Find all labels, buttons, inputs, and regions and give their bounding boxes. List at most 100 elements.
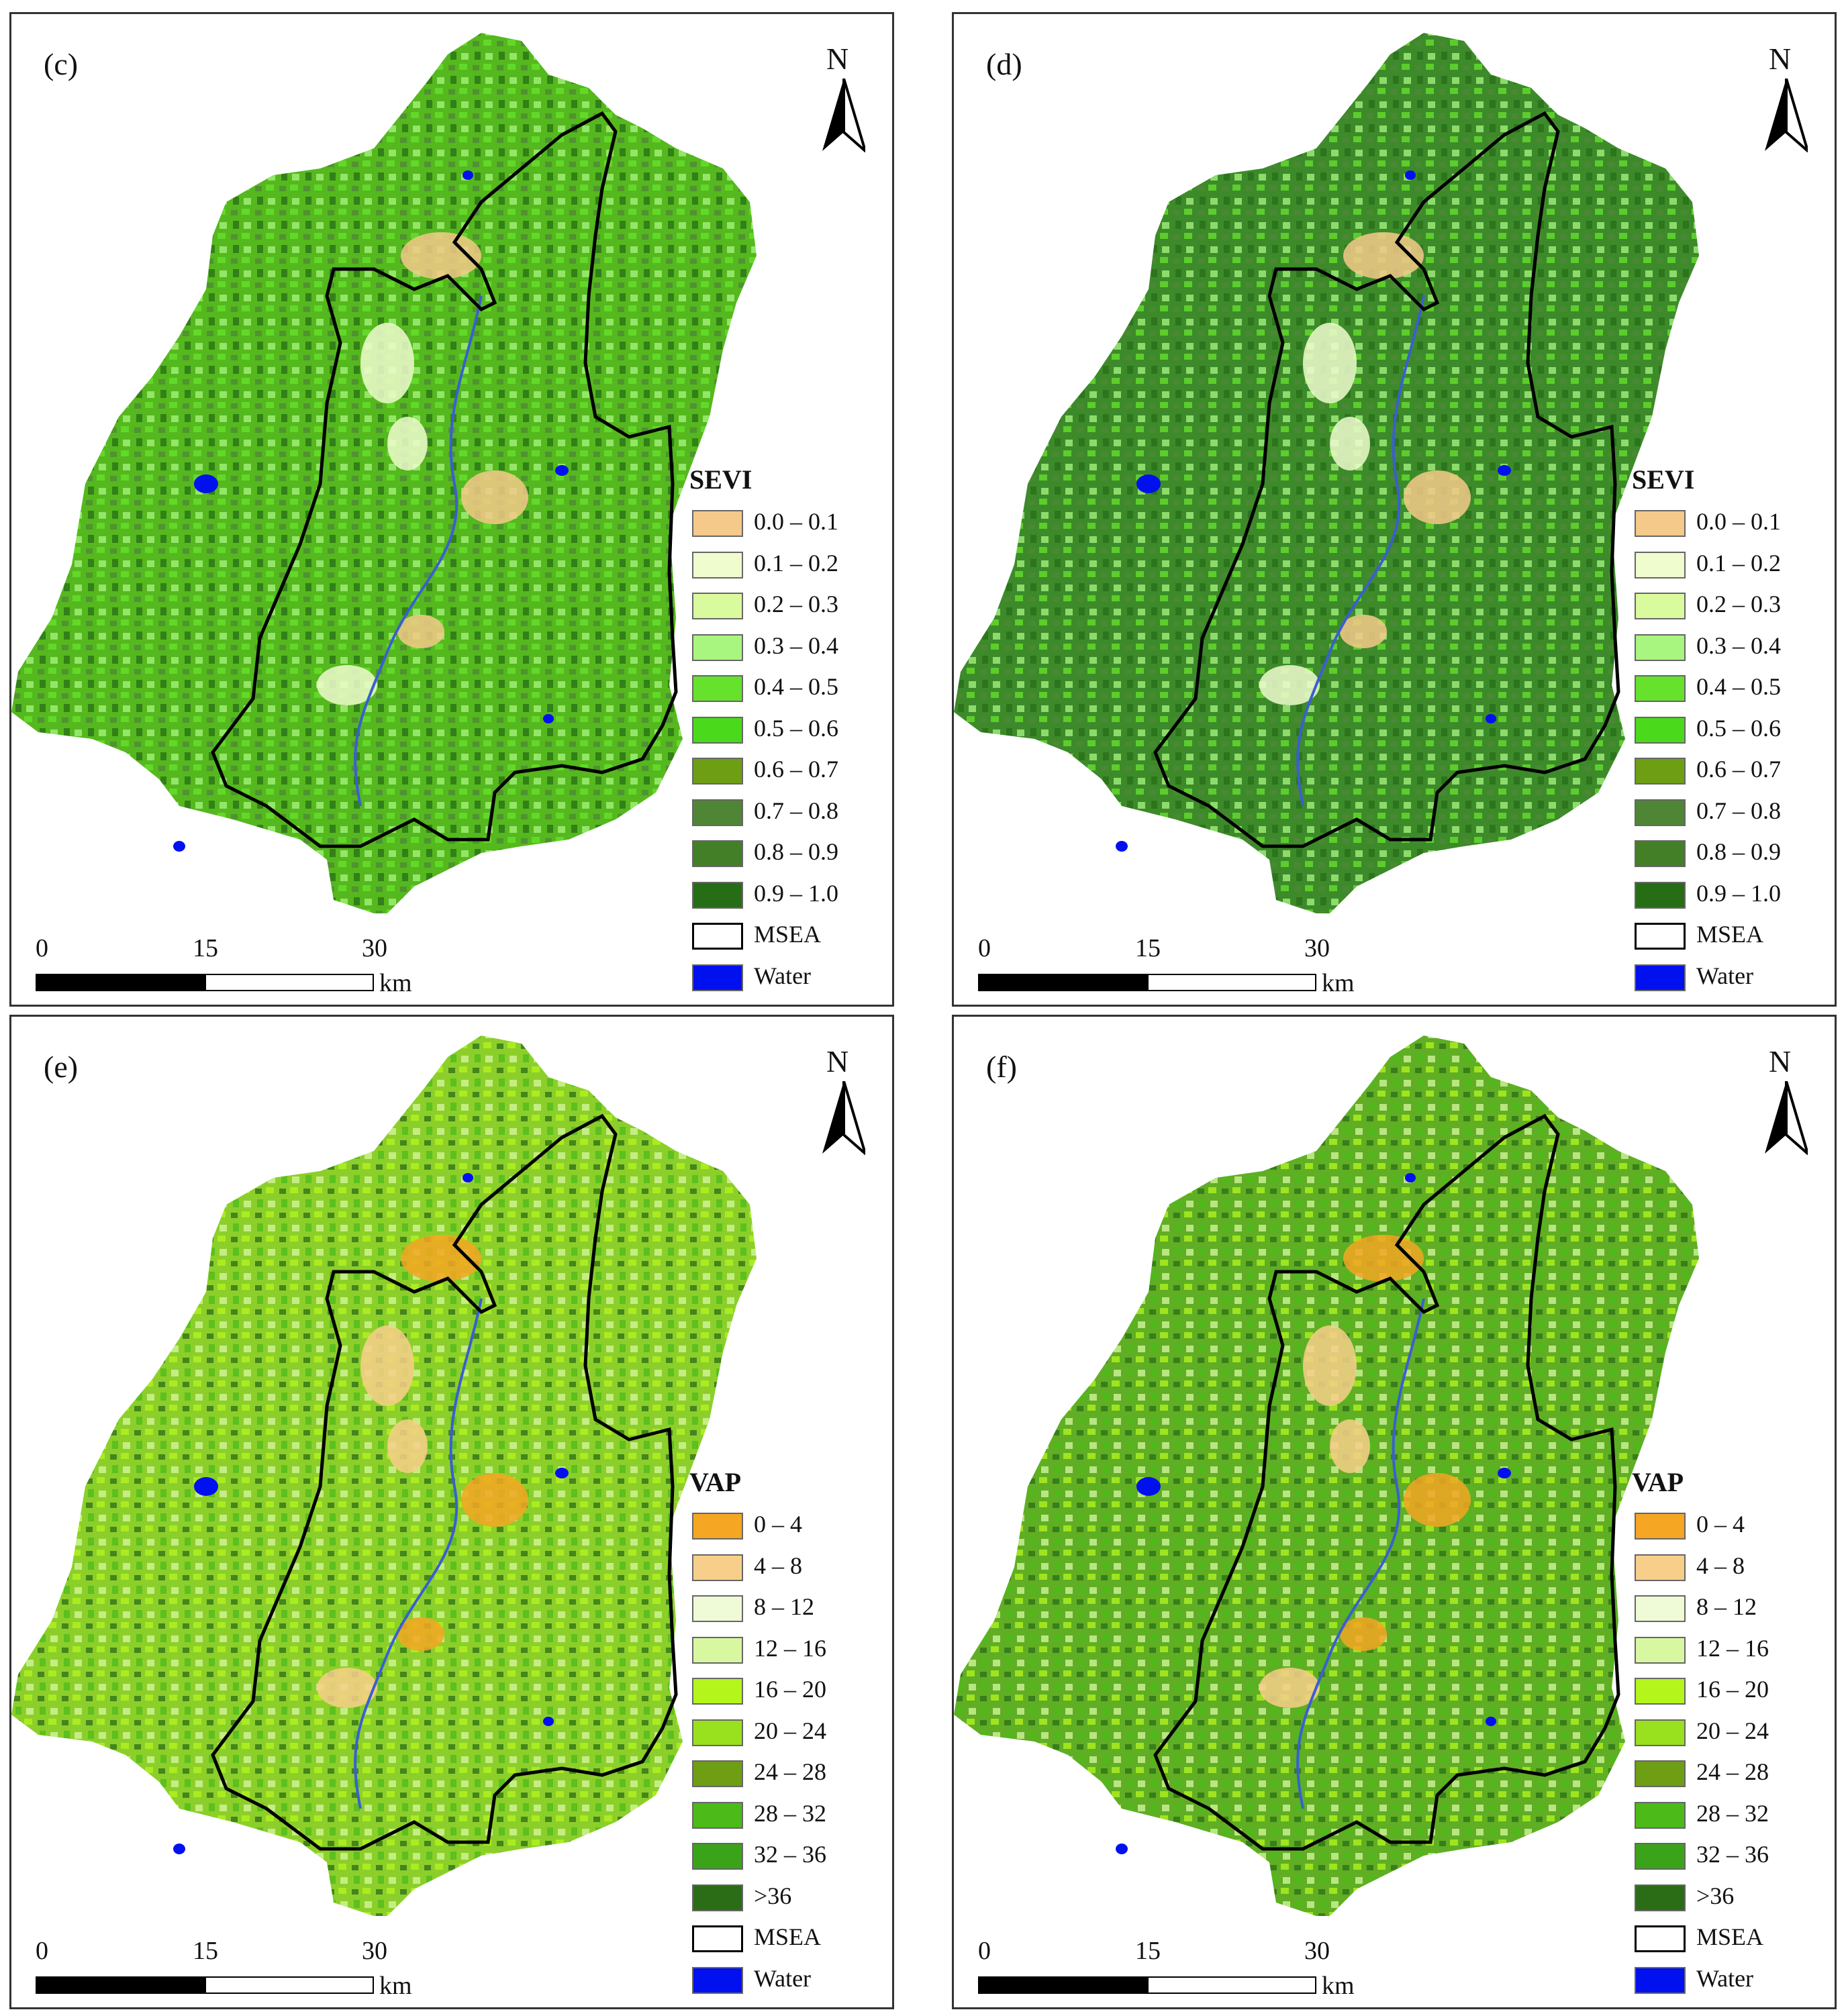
- map-panel-d: (d) N SEVI 0.0 – 0.1 0.1 – 0.2 0.2 – 0.3 0.3 –…: [952, 12, 1837, 1007]
- north-label: N: [826, 1044, 849, 1078]
- low-value-patch: [1303, 1325, 1357, 1406]
- scale-tick-label: 0: [978, 934, 991, 962]
- legend-item: 32 – 36: [1632, 1837, 1833, 1879]
- legend-swatch: [692, 1760, 743, 1787]
- legend-item: 0.8 – 0.9: [1632, 835, 1833, 876]
- legend-label: MSEA: [1696, 921, 1764, 948]
- low-value-patch: [1404, 1473, 1471, 1527]
- legend-swatch: [692, 1801, 743, 1829]
- legend: VAP 0 – 4 4 – 8 8 – 12 12 – 16 16 – 20 20 – 24…: [689, 1466, 891, 2003]
- scale-segment-black: [36, 974, 205, 991]
- legend-swatch: [692, 1513, 743, 1540]
- legend: SEVI 0.0 – 0.1 0.1 – 0.2 0.2 – 0.3 0.3 – 0.4…: [689, 464, 891, 1000]
- legend-swatch: [1635, 593, 1686, 619]
- water-body: [1486, 1717, 1496, 1726]
- scale-tick-label: 30: [1304, 1937, 1330, 1965]
- low-value-patch: [461, 1473, 528, 1527]
- legend-label: Water: [1696, 962, 1754, 989]
- legend-swatch: [692, 799, 743, 826]
- legend-label: 4 – 8: [754, 1552, 802, 1579]
- low-value-patch: [317, 665, 377, 705]
- legend-swatch: [692, 840, 743, 867]
- legend-swatch: [1635, 1925, 1686, 1952]
- legend-swatch: [1635, 1636, 1686, 1664]
- legend-label: 16 – 20: [1696, 1676, 1769, 1703]
- legend-item: MSEA: [1632, 917, 1833, 959]
- low-value-patch: [1330, 1419, 1370, 1473]
- scale-segment-white: [1147, 974, 1316, 991]
- water-body: [543, 1717, 554, 1726]
- legend-item: >36: [1632, 1879, 1833, 1921]
- low-value-patch: [401, 232, 481, 279]
- legend-item: 24 – 28: [1632, 1755, 1833, 1797]
- legend-label: 0.0 – 0.1: [1696, 508, 1781, 535]
- legend: SEVI 0.0 – 0.1 0.1 – 0.2 0.2 – 0.3 0.3 – 0.4…: [1632, 464, 1833, 1000]
- legend-item: 4 – 8: [689, 1549, 891, 1591]
- legend-label: 0.1 – 0.2: [754, 549, 838, 576]
- legend-label: 0.6 – 0.7: [754, 756, 838, 783]
- legend-label: 32 – 36: [754, 1841, 826, 1868]
- legend-item: 0.3 – 0.4: [689, 629, 891, 670]
- legend-swatch: [1635, 1678, 1686, 1705]
- scale-tick-label: 15: [193, 1937, 218, 1965]
- scale-segment-black: [978, 974, 1147, 991]
- legend-swatch: [1635, 881, 1686, 909]
- region-map: [954, 1036, 1699, 1916]
- legend-swatch: [692, 881, 743, 909]
- water-body: [194, 474, 218, 493]
- low-value-patch: [360, 323, 414, 403]
- legend-item: 0.7 – 0.8: [1632, 794, 1833, 836]
- legend-swatch: [692, 758, 743, 785]
- study-region: [954, 1036, 1699, 1916]
- legend-item: 24 – 28: [689, 1755, 891, 1797]
- water-body: [1486, 714, 1496, 723]
- water-body: [1136, 1477, 1161, 1496]
- low-value-patch: [1340, 1617, 1387, 1651]
- msea-boundary: [1153, 1113, 1620, 1851]
- legend-item: 0.4 – 0.5: [689, 670, 891, 711]
- legend-item: 0.1 – 0.2: [1632, 546, 1833, 588]
- low-value-patch: [1404, 470, 1471, 524]
- msea-boundary: [1153, 111, 1620, 848]
- north-arrow-icon: [822, 1081, 865, 1155]
- legend-label: Water: [1696, 1964, 1754, 1992]
- legend-swatch: [692, 1554, 743, 1581]
- scale-bar: 0 15 30 km: [36, 934, 412, 1001]
- legend-label: 0.3 – 0.4: [1696, 632, 1781, 659]
- legend-swatch: [692, 1925, 743, 1952]
- low-value-patch: [401, 1235, 481, 1282]
- legend-label: Water: [754, 962, 812, 989]
- legend-label: 0 – 4: [754, 1511, 802, 1538]
- legend-item: 8 – 12: [1632, 1590, 1833, 1631]
- legend-swatch: [692, 634, 743, 661]
- legend-item: 0 – 4: [1632, 1507, 1833, 1549]
- legend-item: 0 – 4: [689, 1507, 891, 1549]
- water-body: [543, 714, 554, 723]
- legend-swatch: [1635, 716, 1686, 744]
- msea-boundary: [211, 111, 678, 848]
- legend-label: 12 – 16: [754, 1634, 826, 1662]
- legend: VAP 0 – 4 4 – 8 8 – 12 12 – 16 16 – 20 20 – 24…: [1632, 1466, 1833, 2003]
- legend-swatch: [1635, 840, 1686, 867]
- legend-swatch: [1635, 1554, 1686, 1581]
- legend-swatch: [1635, 634, 1686, 661]
- legend-label: >36: [754, 1882, 792, 1909]
- low-value-patch: [387, 417, 428, 470]
- scale-bar: 0 15 30 km: [978, 934, 1355, 1001]
- legend-swatch: [1635, 1513, 1686, 1540]
- low-value-patch: [1259, 1668, 1320, 1708]
- low-value-patch: [397, 615, 444, 648]
- legend-item: 0.5 – 0.6: [689, 711, 891, 753]
- legend-label: 0.0 – 0.1: [754, 508, 838, 535]
- legend-label: 0.5 – 0.6: [754, 714, 838, 742]
- legend-label: 0.8 – 0.9: [754, 838, 838, 865]
- river: [1296, 1298, 1425, 1809]
- legend-swatch: [692, 675, 743, 702]
- north-arrow: N: [1759, 1044, 1813, 1158]
- legend-label: 24 – 28: [1696, 1758, 1769, 1785]
- scale-tick-label: 30: [1304, 934, 1330, 962]
- legend-label: 28 – 32: [754, 1799, 826, 1827]
- legend-label: 16 – 20: [754, 1676, 826, 1703]
- legend-item: 12 – 16: [689, 1631, 891, 1673]
- legend-label: >36: [1696, 1882, 1735, 1909]
